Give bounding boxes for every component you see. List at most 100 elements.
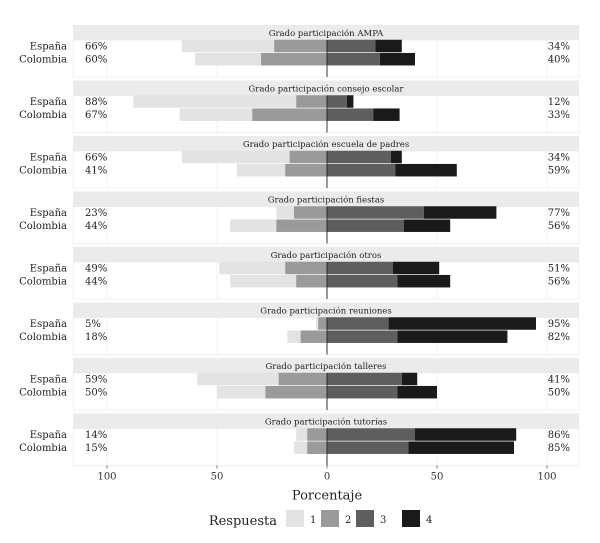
panel-strip — [73, 302, 579, 318]
bar-segment-1 — [219, 261, 286, 275]
row-label-colombia: Colombia — [19, 388, 67, 399]
bar-segment-3 — [327, 428, 415, 441]
bar-segment-2 — [261, 52, 327, 66]
bar-segment-3 — [327, 330, 398, 343]
left-percentage-label: 44% — [85, 221, 107, 232]
bar-segment-4 — [404, 219, 451, 232]
right-percentage-label: 12% — [548, 97, 570, 108]
bar-segment-3 — [327, 261, 393, 275]
left-percentage-label: 44% — [85, 277, 107, 288]
bar-segment-2 — [252, 108, 327, 121]
right-percentage-label: 56% — [548, 221, 570, 232]
left-percentage-label: 18% — [85, 332, 107, 343]
bar-segment-3 — [327, 385, 398, 399]
right-percentage-label: 86% — [548, 430, 570, 441]
bar-segment-3 — [327, 441, 409, 454]
bar-segment-1 — [179, 108, 253, 121]
panel-title: Grado participación AMPA — [269, 28, 384, 39]
x-tick-label: 50 — [211, 472, 224, 483]
bar-segment-3 — [327, 39, 376, 53]
right-percentage-label: 34% — [548, 153, 570, 164]
bar-segment-4 — [423, 206, 497, 219]
bar-segment-3 — [327, 163, 396, 177]
bar-segment-1 — [181, 150, 290, 164]
right-percentage-label: 40% — [548, 55, 570, 66]
panel-title: Grado participación tutorías — [265, 416, 387, 427]
legend-label-3: 3 — [380, 515, 386, 526]
row-label-colombia: Colombia — [19, 332, 67, 343]
right-percentage-label: 95% — [548, 319, 570, 330]
bar-segment-4 — [390, 150, 402, 164]
bar-segment-3 — [327, 372, 402, 386]
bar-segment-1 — [230, 219, 277, 232]
legend-label-1: 1 — [310, 515, 316, 526]
bar-segment-4 — [415, 428, 517, 441]
row-label-espana: España — [30, 319, 67, 330]
left-percentage-label: 23% — [85, 208, 107, 219]
bar-segment-4 — [373, 108, 400, 121]
panel-title: Grado participación otros — [271, 250, 382, 261]
panel-strip — [73, 25, 579, 40]
legend-key-2 — [321, 510, 339, 527]
bar-segment-1 — [294, 441, 308, 454]
bar-segment-1 — [296, 428, 308, 441]
bar-segment-4 — [375, 39, 402, 53]
bar-segment-2 — [300, 330, 327, 343]
left-percentage-label: 60% — [85, 55, 107, 66]
bar-segment-4 — [408, 441, 514, 454]
row-label-colombia: Colombia — [19, 277, 67, 288]
row-label-espana: España — [30, 153, 67, 164]
bar-segment-1 — [316, 317, 319, 330]
row-label-espana: España — [30, 375, 67, 386]
bar-segment-2 — [278, 372, 327, 386]
bar-segment-3 — [327, 95, 347, 108]
row-label-espana: España — [30, 264, 67, 275]
bar-segment-4 — [388, 317, 536, 330]
bar-segment-1 — [197, 372, 279, 386]
bar-segment-4 — [397, 330, 508, 343]
bar-segment-2 — [296, 274, 327, 288]
bar-segment-2 — [294, 206, 327, 219]
panel-title: Grado participación escuela de padres — [243, 139, 409, 150]
row-label-espana: España — [30, 42, 67, 53]
left-percentage-label: 88% — [85, 97, 107, 108]
bar-segment-2 — [285, 163, 327, 177]
row-label-colombia: Colombia — [19, 110, 67, 121]
bar-segment-1 — [195, 52, 261, 66]
bar-segment-2 — [296, 95, 327, 108]
row-label-espana: España — [30, 430, 67, 441]
legend-key-4 — [402, 510, 420, 527]
bar-segment-2 — [276, 219, 327, 232]
bar-segment-2 — [274, 39, 327, 53]
bar-segment-1 — [217, 385, 266, 399]
row-label-colombia: Colombia — [19, 221, 67, 232]
legend-label-2: 2 — [345, 515, 351, 526]
bar-segment-1 — [287, 330, 301, 343]
left-percentage-label: 49% — [85, 264, 107, 275]
bar-segment-2 — [285, 261, 327, 275]
left-percentage-label: 41% — [85, 166, 107, 177]
left-percentage-label: 50% — [85, 388, 107, 399]
bar-segment-2 — [265, 385, 327, 399]
right-percentage-label: 77% — [548, 208, 570, 219]
x-tick-label: 100 — [97, 472, 116, 483]
row-label-colombia: Colombia — [19, 443, 67, 454]
x-tick-label: 100 — [537, 472, 556, 483]
bar-segment-3 — [327, 219, 404, 232]
panel-strip — [73, 358, 579, 373]
bar-segment-3 — [327, 150, 391, 164]
bar-segment-2 — [289, 150, 327, 164]
bar-segment-4 — [395, 163, 457, 177]
panel-title: Grado participación fiestas — [268, 194, 385, 205]
bar-segment-4 — [397, 274, 451, 288]
bar-segment-1 — [230, 274, 297, 288]
bar-segment-3 — [327, 274, 398, 288]
panel-strip — [73, 413, 579, 429]
panel-title: Grado participación reuniones — [260, 305, 391, 316]
left-percentage-label: 66% — [85, 153, 107, 164]
bar-segment-3 — [327, 317, 389, 330]
right-percentage-label: 33% — [548, 110, 570, 121]
right-percentage-label: 34% — [548, 42, 570, 53]
bar-segment-2 — [307, 441, 327, 454]
